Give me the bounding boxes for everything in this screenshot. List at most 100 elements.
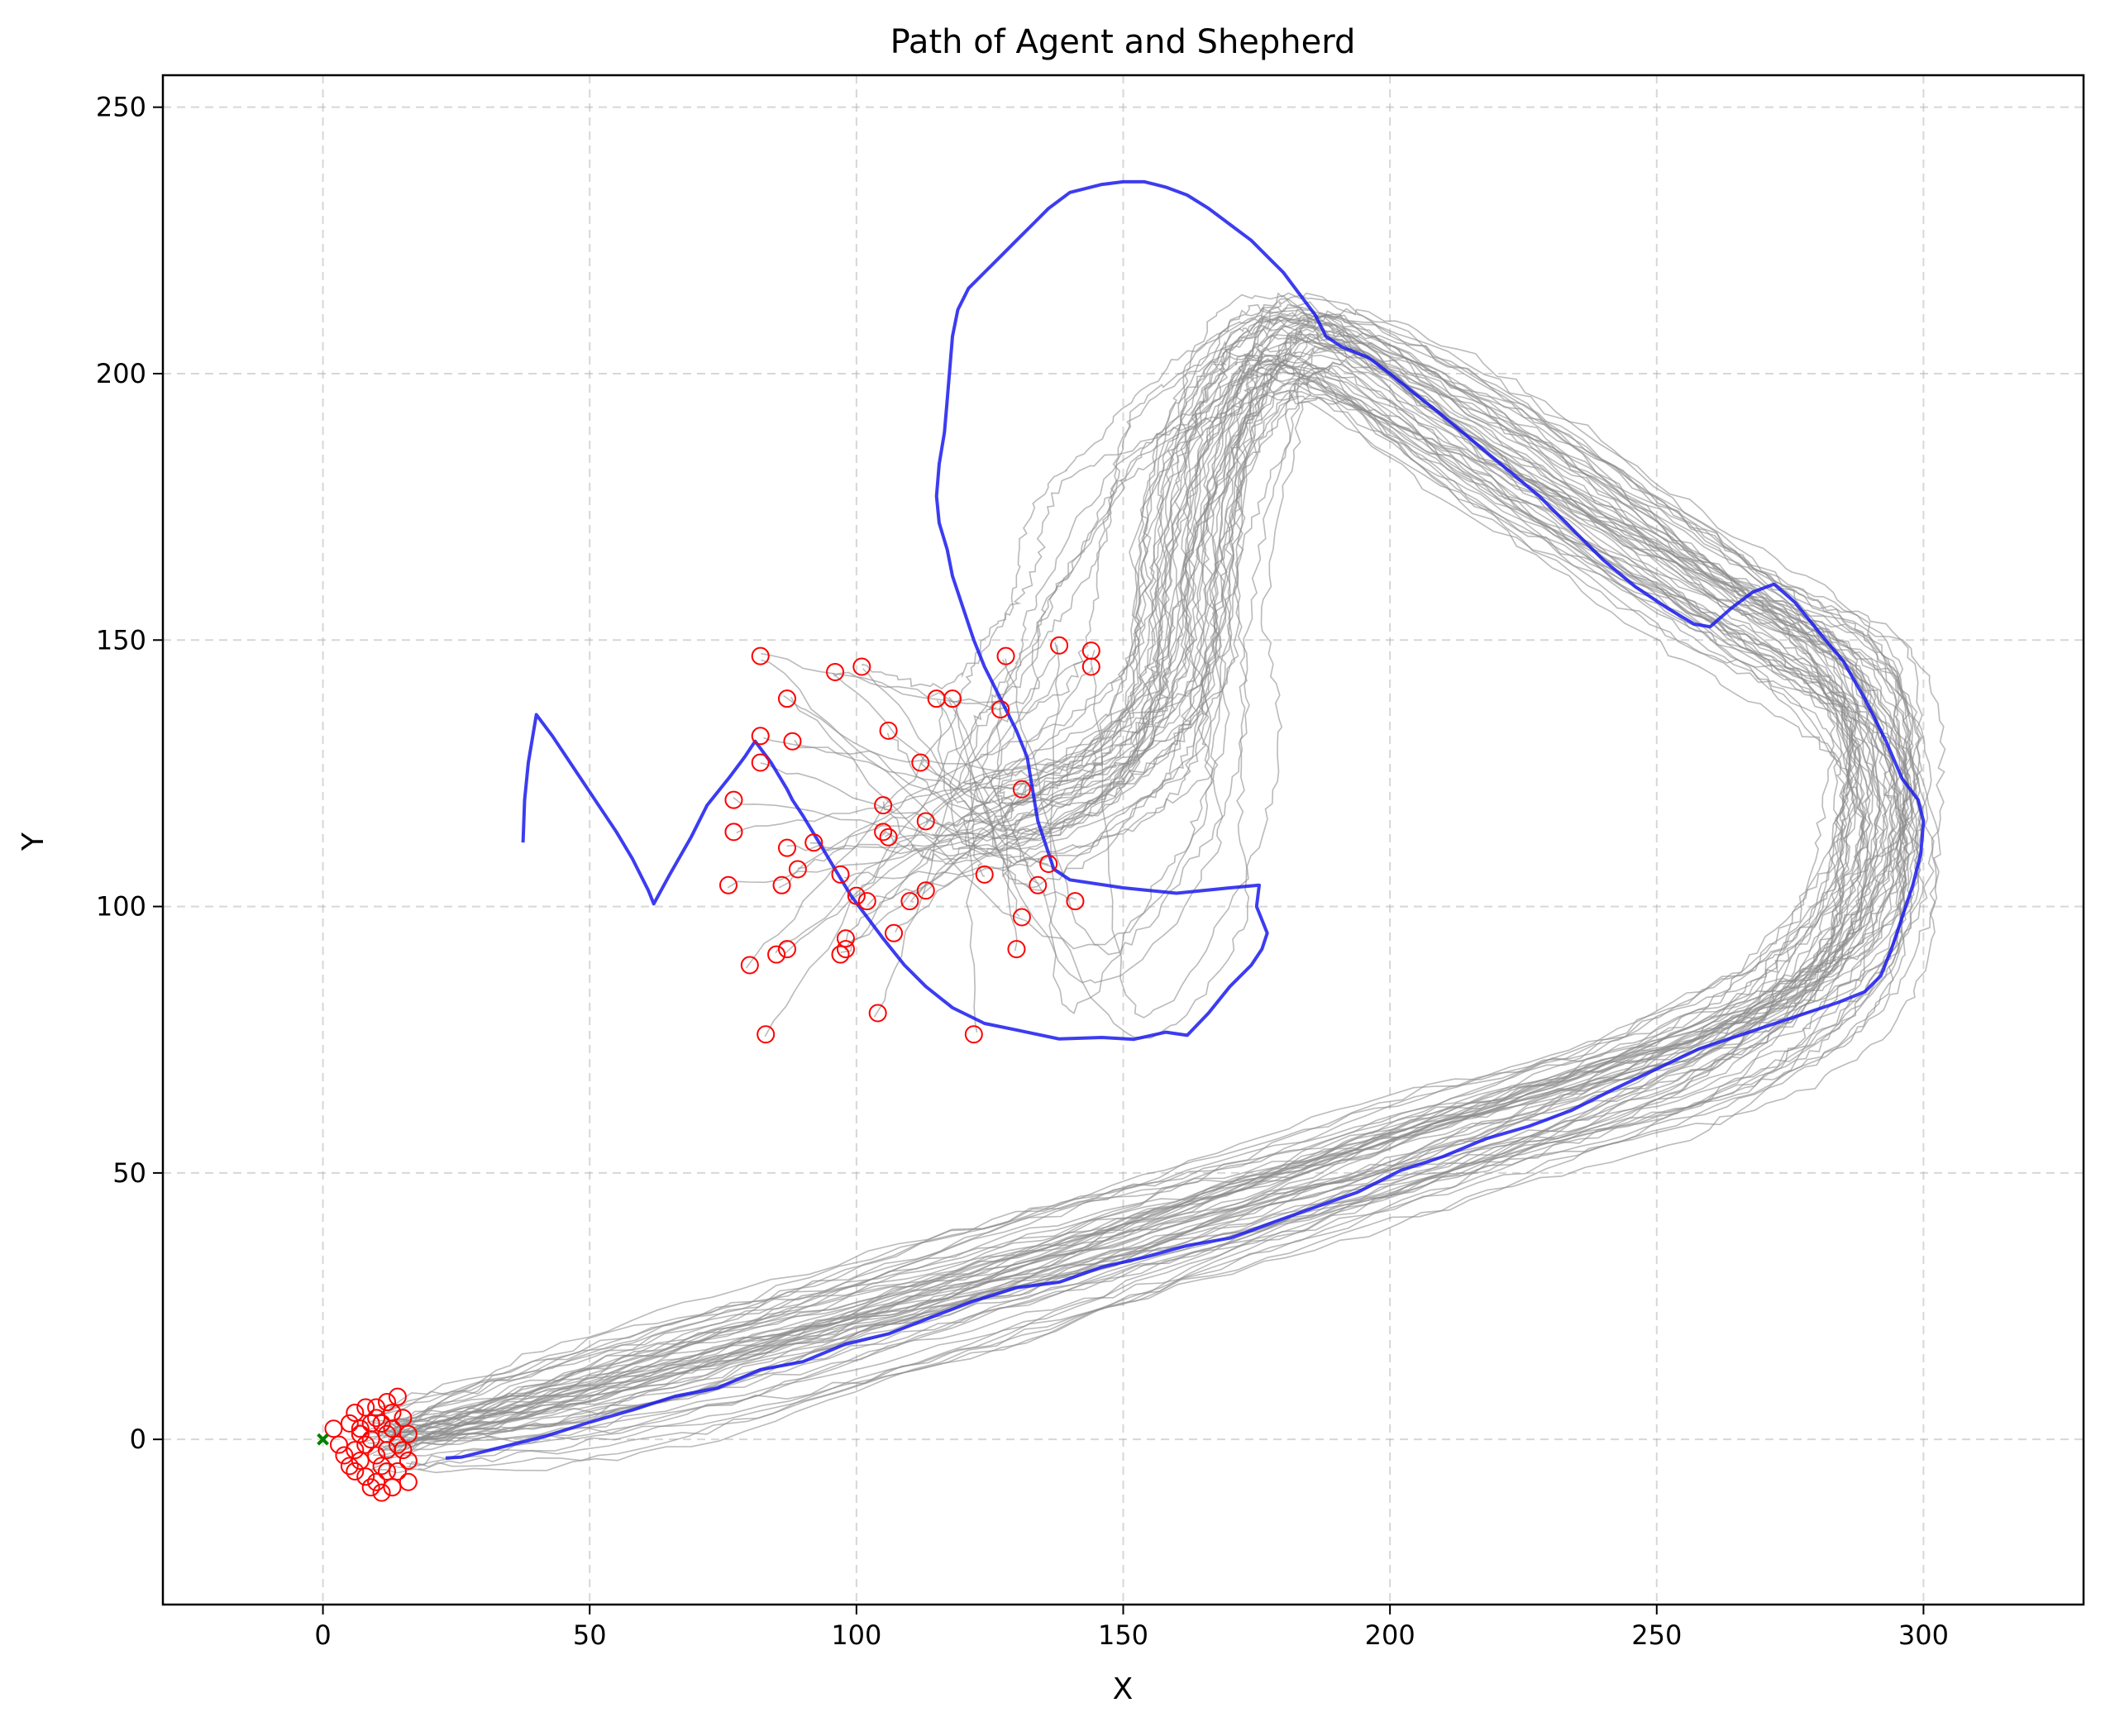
agent-final-marker	[831, 865, 850, 884]
agent-final-marker	[388, 1462, 407, 1481]
agent-final-marker	[1050, 636, 1069, 655]
y-tick-label: 250	[96, 92, 146, 123]
agent-final-marker	[740, 956, 759, 975]
agent-final-marker	[378, 1462, 397, 1481]
agent-final-marker	[324, 1419, 343, 1438]
agent-final-marker	[1039, 855, 1058, 874]
y-tick-label: 50	[112, 1157, 146, 1189]
agent-trace	[393, 312, 1912, 1436]
agent-final-marker	[1012, 780, 1031, 799]
x-tick-label: 100	[831, 1619, 881, 1651]
agent-final-marker	[356, 1435, 375, 1454]
agent-final-marker	[1066, 892, 1085, 911]
agent-final-marker	[836, 940, 855, 959]
agent-final-marker	[372, 1414, 391, 1433]
chart-title: Path of Agent and Shepherd	[890, 23, 1356, 61]
agent-final-marker	[394, 1441, 413, 1460]
agent-final-marker	[777, 940, 796, 959]
agent-final-marker	[372, 1457, 391, 1476]
x-tick-label: 50	[573, 1619, 607, 1651]
agent-final-marker	[1007, 940, 1026, 959]
agent-final-marker	[346, 1403, 365, 1422]
agent-final-marker	[351, 1424, 370, 1443]
agent-final-marker	[916, 812, 935, 831]
agent-final-marker	[383, 1478, 402, 1497]
agent-final-marker	[378, 1424, 397, 1443]
agent-final-marker	[868, 1004, 887, 1023]
agent-final-marker	[340, 1414, 359, 1433]
agent-final-marker	[767, 945, 786, 964]
shepherd-line	[445, 179, 1926, 1460]
agent-final-marker	[783, 732, 802, 751]
agent-final-marker	[943, 689, 962, 708]
agent-final-marker	[1081, 641, 1100, 661]
agent-final-marker	[367, 1398, 386, 1417]
agent-traces	[354, 292, 1946, 1474]
agent-trace	[403, 325, 1878, 1438]
agent-final-marker	[383, 1419, 402, 1438]
agent-final-marker	[788, 860, 807, 879]
agent-trace	[395, 331, 1946, 1433]
agent-trace	[383, 336, 1896, 1451]
agent-trace	[367, 315, 1857, 1444]
agent-final-marker	[346, 1462, 365, 1481]
agent-final-marker	[399, 1424, 418, 1443]
y-axis-label: Y	[17, 832, 50, 851]
x-axis-label: X	[1113, 1672, 1134, 1706]
agent-trace	[370, 381, 1881, 1444]
agent-final-marker	[847, 886, 866, 905]
agent-trace	[379, 303, 1857, 1409]
agent-trace	[366, 316, 1893, 1416]
agent-final-marker	[1012, 908, 1031, 927]
shepherd-path	[445, 179, 1926, 1460]
agent-trace	[405, 345, 1907, 1454]
y-tick-label: 100	[96, 891, 146, 923]
agent-final-marker	[718, 875, 738, 894]
agent-trace	[369, 370, 1914, 1474]
agent-final-marker	[991, 700, 1010, 719]
agent-final-marker	[757, 1025, 776, 1044]
x-tick-label: 0	[314, 1619, 331, 1651]
agent-final-marker	[879, 827, 898, 847]
agent-final-marker	[975, 865, 994, 884]
y-axis-ticks: 0 50 100 150 200 250	[96, 92, 163, 1455]
agent-trace	[371, 379, 1924, 1470]
agent-final-marker	[826, 662, 845, 681]
agent-final-marker	[388, 1435, 407, 1454]
agent-final-marker	[772, 875, 791, 894]
agent-final-marker	[751, 646, 770, 665]
agent-final-marker	[356, 1398, 375, 1417]
agent-trace	[391, 362, 1941, 1441]
agent-final-marker	[346, 1441, 365, 1460]
agent-final-marker	[751, 727, 770, 746]
agent-final-marker	[1081, 657, 1100, 676]
agent-trace	[392, 317, 1856, 1427]
agent-final-marker	[836, 929, 855, 948]
x-tick-label: 200	[1365, 1619, 1415, 1651]
x-tick-label: 300	[1898, 1619, 1949, 1651]
agent-trace	[403, 318, 1911, 1448]
agent-final-marker	[724, 790, 743, 809]
agent-final-marker	[394, 1409, 413, 1428]
agent-final-marker	[367, 1472, 386, 1491]
agent-final-marker	[361, 1414, 380, 1433]
agent-final-marker	[777, 689, 796, 708]
y-tick-label: 150	[96, 624, 146, 656]
x-tick-label: 250	[1631, 1619, 1682, 1651]
agent-trace	[392, 315, 1870, 1436]
agent-final-marker	[399, 1451, 418, 1470]
agent-trace	[393, 293, 1859, 1433]
agent-final-marker	[329, 1435, 348, 1454]
agent-final-marker	[367, 1409, 386, 1428]
agent-trace	[408, 308, 1921, 1435]
agent-final-marker	[340, 1457, 359, 1476]
agent-final-marker	[1029, 875, 1048, 894]
agent-final-marker	[399, 1472, 418, 1491]
agent-trace	[412, 294, 1923, 1441]
y-tick-label: 200	[96, 358, 146, 389]
agent-final-marker	[885, 923, 904, 942]
y-tick-label: 0	[130, 1424, 146, 1455]
agent-trace	[380, 340, 1909, 1453]
agent-final-marker	[724, 823, 743, 842]
